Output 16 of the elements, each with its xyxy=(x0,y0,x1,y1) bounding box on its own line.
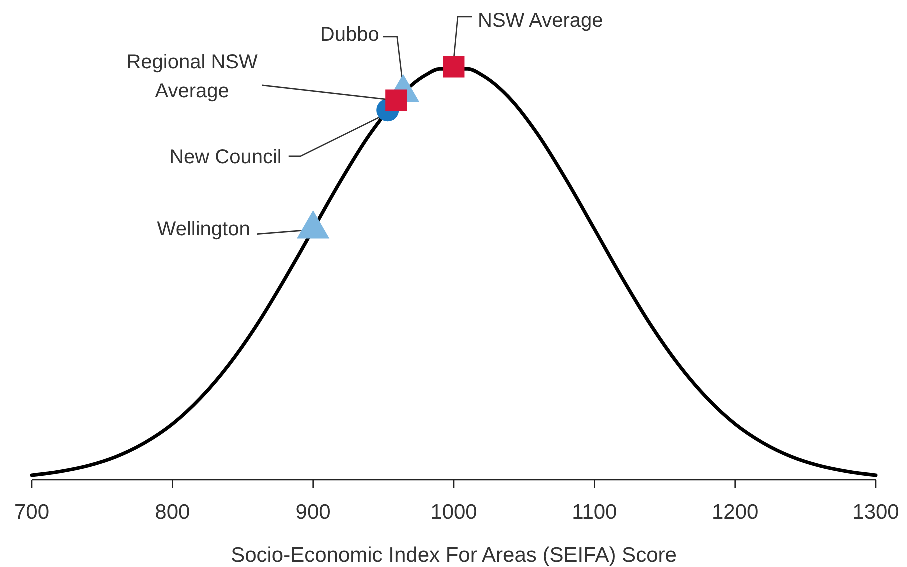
x-tick-label: 1300 xyxy=(852,501,900,524)
x-tick-label: 800 xyxy=(155,501,190,524)
series-label: Dubbo xyxy=(320,24,380,46)
x-tick-label: 1200 xyxy=(712,501,759,524)
point xyxy=(443,56,465,78)
x-axis-title: Socio-Economic Index For Areas (SEIFA) Score xyxy=(231,544,677,567)
series-label: NSW Average xyxy=(478,10,604,32)
text: New Council xyxy=(170,146,282,168)
text: Regional NSW Average xyxy=(126,51,258,102)
x-tick-label: 900 xyxy=(296,501,331,524)
point xyxy=(297,210,330,239)
x-tick-label: 1000 xyxy=(430,501,478,524)
x-tick-label: 1100 xyxy=(572,501,618,524)
point xyxy=(386,90,408,112)
text: Wellington xyxy=(157,218,250,240)
x-tick-label: 700 xyxy=(14,501,50,524)
